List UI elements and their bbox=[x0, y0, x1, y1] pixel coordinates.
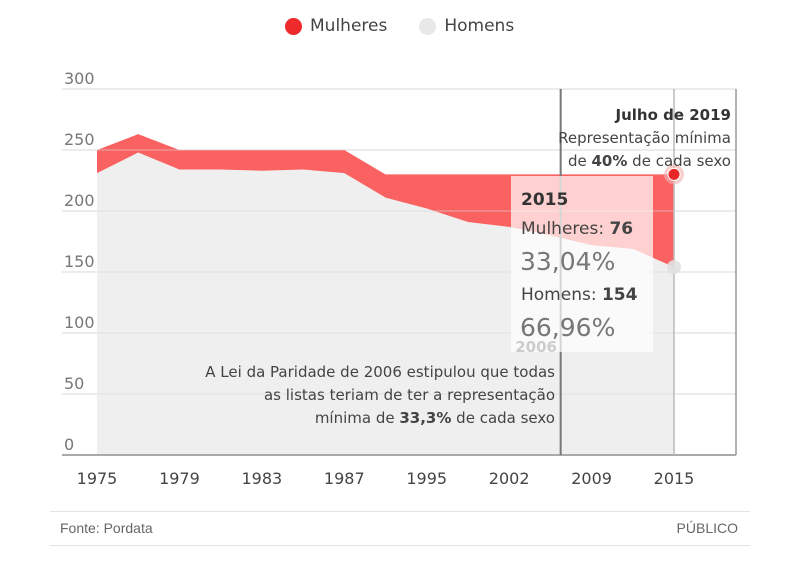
x-tick-label: 2015 bbox=[654, 469, 695, 488]
y-tick-label: 200 bbox=[64, 191, 95, 210]
legend-item-mulheres[interactable]: Mulheres bbox=[285, 16, 387, 36]
brand-label: PÚBLICO bbox=[676, 520, 738, 536]
area-homens bbox=[97, 152, 674, 455]
annotation-law-line1: A Lei da Paridade de 2006 estipulou que … bbox=[205, 363, 555, 381]
tooltip-men-pct: 66,96% bbox=[520, 313, 615, 342]
point-homens-2015 bbox=[667, 260, 681, 275]
footer: Fonte: Pordata PÚBLICO bbox=[50, 511, 750, 546]
legend-label: Homens bbox=[444, 16, 515, 36]
point-mulheres-2015 bbox=[667, 167, 681, 181]
tooltip-women-pct: 33,04% bbox=[520, 247, 615, 276]
x-tick-label: 1975 bbox=[77, 469, 118, 488]
tooltip-box bbox=[511, 176, 653, 352]
tooltip-year: 2015 bbox=[521, 190, 568, 210]
x-tick-label: 2009 bbox=[571, 469, 612, 488]
legend-item-homens[interactable]: Homens bbox=[419, 16, 514, 36]
annotation-law-line2: as listas teriam de ter a representação bbox=[264, 386, 555, 404]
y-tick-label: 0 bbox=[64, 435, 74, 454]
legend-dot-homens bbox=[419, 17, 437, 35]
annotation-law-line3: mínima de 33,3% de cada sexo bbox=[315, 409, 555, 427]
y-tick-label: 250 bbox=[64, 130, 95, 149]
x-tick-label: 1995 bbox=[406, 469, 447, 488]
x-tick-label: 1987 bbox=[324, 469, 365, 488]
x-tick-label: 1979 bbox=[159, 469, 200, 488]
legend-label: Mulheres bbox=[310, 16, 388, 36]
x-tick-label: 1983 bbox=[241, 469, 282, 488]
source-note: Fonte: Pordata bbox=[60, 520, 153, 536]
tooltip-men: Homens: 154 bbox=[521, 285, 638, 305]
annotation-2019-line2: de 40% de cada sexo bbox=[568, 152, 731, 170]
y-tick-label: 50 bbox=[64, 374, 84, 393]
legend-dot-mulheres bbox=[285, 17, 302, 35]
x-tick-label: 2002 bbox=[489, 469, 530, 488]
y-tick-label: 100 bbox=[64, 313, 95, 332]
reference-line-label: 2006 bbox=[515, 338, 557, 356]
legend: Mulheres Homens bbox=[285, 16, 514, 36]
tooltip-women: Mulheres: 76 bbox=[521, 219, 633, 239]
annotation-2019-title: Julho de 2019 bbox=[615, 106, 732, 124]
area-mulheres bbox=[97, 134, 674, 268]
y-tick-label: 300 bbox=[64, 69, 95, 88]
y-tick-label: 150 bbox=[64, 252, 95, 271]
annotation-2019-line1: Representação mínima bbox=[558, 129, 731, 147]
